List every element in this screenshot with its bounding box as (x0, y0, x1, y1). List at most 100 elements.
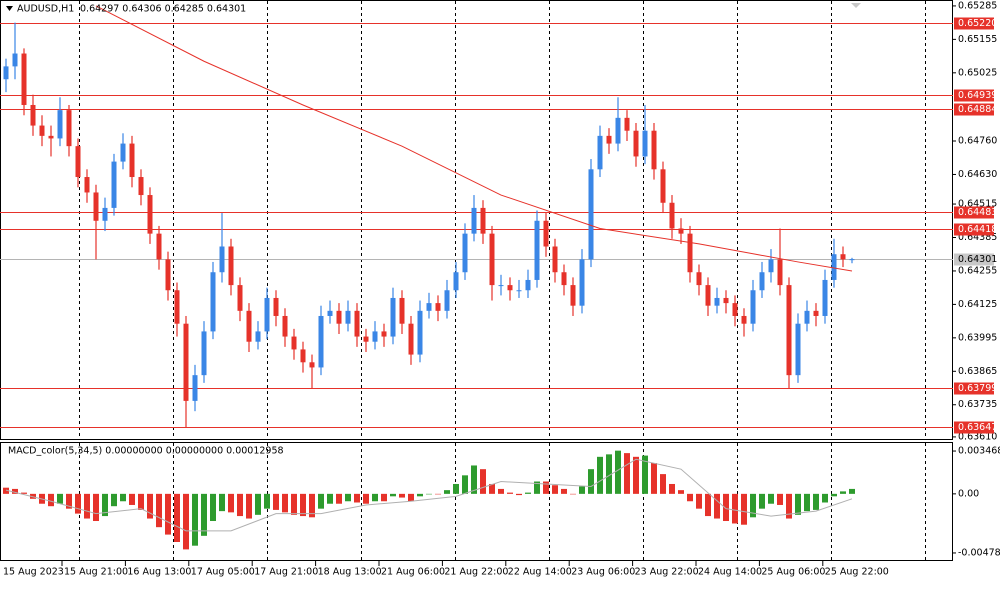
macd-bar (417, 493, 423, 497)
macd-bar (597, 456, 603, 494)
macd-bar (822, 493, 828, 503)
candle-body (138, 177, 144, 196)
candle-body (813, 310, 819, 316)
candle-body (516, 290, 522, 292)
macd-bar (723, 493, 729, 522)
macd-bar (768, 493, 774, 504)
x-tick-label: 18 Aug 13:00 (318, 567, 382, 578)
candle-body (210, 272, 216, 332)
candle-body (318, 315, 324, 368)
candle-body (372, 331, 378, 342)
candle-body (741, 315, 747, 324)
macd-bar (786, 493, 792, 519)
moving-average (95, 5, 853, 272)
macd-bar (795, 493, 801, 515)
candle-body (219, 246, 225, 273)
macd-bar (759, 493, 765, 509)
candle-body (183, 323, 189, 401)
macd-bar (831, 493, 837, 497)
candle-body (363, 336, 369, 342)
candle-body (282, 315, 288, 337)
candle-body (651, 130, 657, 170)
candle-body (300, 349, 306, 363)
macd-bar (219, 493, 225, 512)
candle-body (543, 220, 549, 247)
candle-body (444, 290, 450, 311)
scroll-indicator[interactable] (851, 3, 861, 8)
macd-plot (3, 450, 855, 550)
y-tick-label: 0.63735 (958, 399, 997, 410)
macd-bar (156, 493, 162, 528)
macd-bar (327, 493, 333, 504)
candle-body (723, 297, 729, 304)
macd-bar (84, 493, 90, 519)
macd-bar (714, 493, 720, 519)
y-tick-label: 0.63865 (958, 366, 997, 377)
candle-body (21, 53, 27, 105)
macd-bar (174, 493, 180, 542)
candle-body (534, 220, 540, 280)
candle-body (570, 285, 576, 306)
macd-bar (444, 490, 450, 494)
macd-bar (75, 493, 81, 514)
macd-bar (804, 493, 810, 512)
macd-bar (354, 493, 360, 503)
x-tick-label: 25 Aug 06:00 (761, 567, 825, 578)
y-tick-label: 0.64760 (958, 136, 997, 147)
macd-bar (678, 490, 684, 494)
candle-body (30, 104, 36, 126)
level-label-box (954, 103, 994, 116)
candle-body (714, 297, 720, 306)
macd-bar (687, 493, 693, 502)
candle-body (480, 207, 486, 234)
macd-bar (525, 492, 531, 494)
macd-bar (696, 493, 702, 509)
macd-bar (489, 483, 495, 494)
candle-body (309, 362, 315, 368)
macd-bar (111, 493, 117, 507)
candle-body (156, 233, 162, 260)
macd-bar (606, 454, 612, 494)
macd-bar (840, 491, 846, 494)
macd-bar (390, 493, 396, 497)
macd-bar (21, 492, 27, 494)
candle-body (84, 177, 90, 193)
macd-bar (651, 462, 657, 494)
candle-body (606, 135, 612, 144)
candle-body (453, 272, 459, 291)
macd-bar (471, 465, 477, 494)
vertical-grid (79, 1, 926, 560)
level-label-box (954, 89, 994, 102)
macd-signal (5, 458, 853, 532)
macd-bar (561, 488, 567, 494)
macd-bar (579, 486, 585, 494)
macd-bar (615, 450, 621, 494)
candle-body (246, 310, 252, 342)
x-tick-label: 22 Aug 14:00 (508, 567, 572, 578)
menu-triangle[interactable] (6, 6, 13, 11)
candle-body (174, 290, 180, 324)
macd-bar (777, 493, 783, 505)
macd-bar (192, 493, 198, 546)
candle-body (39, 125, 45, 136)
x-tick-label: 17 Aug 05:00 (191, 567, 255, 578)
macd-bar (588, 469, 594, 494)
candle-body (264, 297, 270, 332)
macd-bar (498, 488, 504, 494)
macd-bar (273, 493, 279, 510)
macd-bar (237, 493, 243, 517)
y-tick-label: 0.64125 (958, 299, 997, 310)
candle-body (354, 310, 360, 337)
macd-bar (480, 469, 486, 494)
macd-bar (129, 493, 135, 505)
x-tick-label: 21 Aug 22:00 (444, 567, 508, 578)
macd-bar (210, 493, 216, 522)
candle-body (768, 259, 774, 273)
candle-body (696, 272, 702, 286)
candle-body (273, 297, 279, 316)
level-label: 0.63647 (958, 422, 997, 433)
macd-bar (282, 493, 288, 513)
candle-body (147, 195, 153, 234)
candle-body (795, 323, 801, 376)
candle-body (57, 110, 63, 139)
